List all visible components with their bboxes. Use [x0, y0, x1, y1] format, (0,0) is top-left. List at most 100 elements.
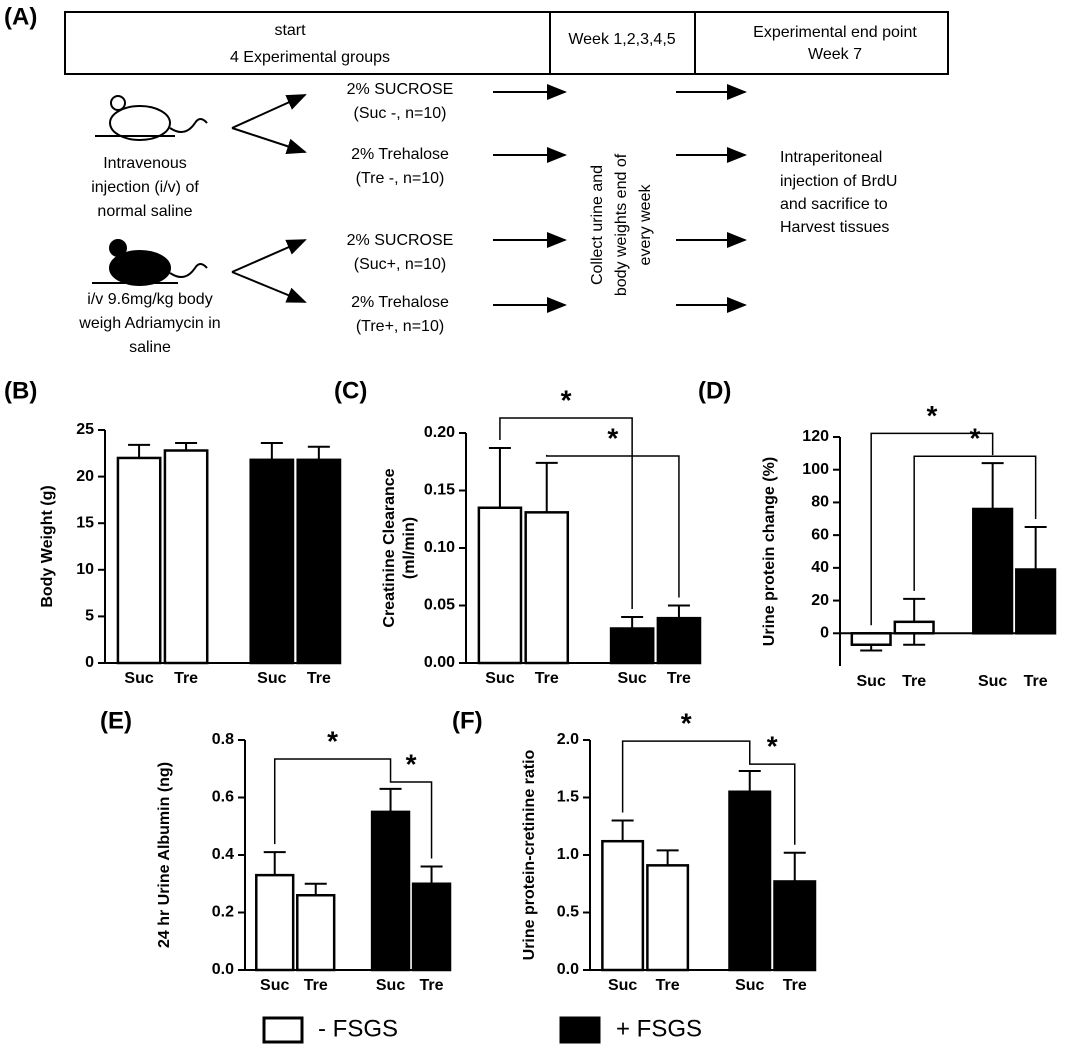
x-tick-label: Tre — [304, 977, 328, 994]
final-text: Harvest tissues — [780, 219, 889, 236]
x-tick-label: Suc — [260, 977, 289, 994]
x-tick-label: Tre — [174, 670, 198, 687]
significance-bracket — [273, 758, 392, 845]
group-text: saline — [129, 339, 171, 356]
y-tick-label: 40 — [811, 559, 829, 576]
x-tick-label: Suc — [608, 977, 637, 994]
group-text: Intravenous — [103, 155, 187, 172]
significance-label: * — [561, 384, 572, 415]
significance-label: * — [327, 725, 338, 756]
y-tick-label: 0.15 — [424, 482, 455, 499]
y-tick-label: 0.0 — [212, 961, 234, 978]
chart: (F) Urine protein-cretinine ratio 0.0 0.5 1.… — [452, 707, 817, 994]
significance-label: * — [406, 748, 417, 779]
x-tick-label: Tre — [656, 977, 680, 994]
y-tick-label: 0.10 — [424, 539, 455, 556]
significance-label: * — [926, 400, 937, 431]
bar — [163, 449, 209, 665]
group-detail: (Suc -, n=10) — [354, 105, 447, 122]
x-tick-label: Tre — [307, 670, 331, 687]
bar — [411, 882, 452, 972]
bar — [1015, 568, 1057, 635]
bar — [609, 627, 655, 665]
legend: - FSGS + FSGS — [262, 1015, 702, 1044]
y-axis-label: 24 hr Urine Albumin (ng) — [156, 762, 173, 948]
bar — [296, 458, 342, 665]
x-tick-label: Tre — [420, 977, 444, 994]
timeline-text: start — [274, 22, 306, 39]
y-tick-label: 0 — [85, 654, 94, 671]
panel-label: (F) — [452, 707, 483, 734]
x-tick-label: Suc — [485, 670, 514, 687]
panel-label: (B) — [4, 377, 37, 404]
bar — [524, 511, 570, 665]
y-tick-label: 0.00 — [424, 654, 455, 671]
legend-swatch — [262, 1016, 304, 1044]
bar — [249, 458, 295, 665]
final-text: and sacrifice to — [780, 196, 888, 213]
significance-label: * — [767, 731, 778, 762]
y-tick-label: 25 — [76, 421, 94, 438]
group-text: i/v 9.6mg/kg body — [87, 291, 212, 308]
panel-label: (E) — [100, 707, 132, 734]
group-name: 2% SUCROSE — [347, 232, 454, 249]
collect-line: body weights end of — [613, 153, 630, 296]
bar — [370, 810, 411, 972]
y-tick-label: 20 — [76, 468, 94, 485]
x-tick-label: Tre — [535, 670, 559, 687]
chart: (E) 24 hr Urine Albumin (ng) 0.0 0.2 0.4 0.6 0… — [100, 707, 452, 994]
bar — [116, 456, 162, 665]
collect-line: Collect urine and — [589, 165, 606, 285]
chart: (B) Body Weight (g) 0 5 10 15 20 25 Suc Tre Suc Tre — [4, 377, 342, 687]
bar — [656, 616, 702, 665]
group-name: 2% Trehalose — [351, 146, 449, 163]
significance-bracket — [621, 740, 751, 813]
y-tick-label: 10 — [76, 561, 94, 578]
y-axis-label: Creatinine Clearance — [381, 468, 398, 627]
x-tick-label: Suc — [978, 673, 1007, 690]
significance-label: * — [969, 423, 980, 454]
mouse-icon — [92, 239, 208, 286]
x-tick-label: Tre — [783, 977, 807, 994]
panel-a: (A) start 4 Experimental groups Week 1,2… — [4, 3, 949, 356]
panel-label: (C) — [334, 377, 367, 404]
y-tick-label: 0.2 — [212, 904, 234, 921]
x-tick-label: Suc — [617, 670, 646, 687]
x-tick-label: Suc — [257, 670, 286, 687]
collect-text: Collect urine and body weights end of ev… — [589, 153, 654, 296]
group-text: normal saline — [97, 203, 192, 220]
group-name: 2% SUCROSE — [347, 81, 454, 98]
y-axis-label: Urine protein change (%) — [761, 457, 778, 646]
y-tick-label: 0.8 — [212, 731, 234, 748]
bar — [601, 839, 645, 972]
bar — [728, 790, 772, 972]
significance-label: * — [607, 422, 618, 453]
bar — [773, 880, 817, 972]
legend-label: - FSGS — [318, 1015, 398, 1042]
panel-label: (A) — [4, 3, 37, 30]
timeline-text: Week 1,2,3,4,5 — [568, 31, 675, 48]
timeline-text: Experimental end point — [753, 24, 917, 41]
y-tick-label: 0.4 — [212, 846, 234, 863]
bar — [893, 620, 935, 635]
bar — [477, 506, 523, 665]
y-tick-label: 20 — [811, 592, 829, 609]
y-axis-label: Body Weight (g) — [39, 485, 56, 607]
x-tick-label: Suc — [857, 673, 886, 690]
arrow — [231, 271, 307, 303]
timeline-text: Week 7 — [808, 46, 862, 63]
y-axis-label: (ml/min) — [401, 517, 418, 579]
bar — [255, 873, 295, 972]
significance-bracket — [389, 780, 433, 859]
timeline-text: 4 Experimental groups — [230, 49, 390, 66]
chart: (D) Urine protein change (%) 0 20 40 60 80 100 1… — [698, 377, 1057, 690]
y-tick-label: 1.0 — [557, 846, 579, 863]
y-tick-label: 1.5 — [557, 789, 579, 806]
group-detail: (Tre+, n=10) — [356, 318, 444, 335]
x-tick-label: Suc — [124, 670, 153, 687]
x-tick-label: Tre — [1024, 673, 1048, 690]
y-tick-label: 0 — [820, 625, 829, 642]
panel-label: (D) — [698, 377, 731, 404]
x-tick-label: Suc — [376, 977, 405, 994]
